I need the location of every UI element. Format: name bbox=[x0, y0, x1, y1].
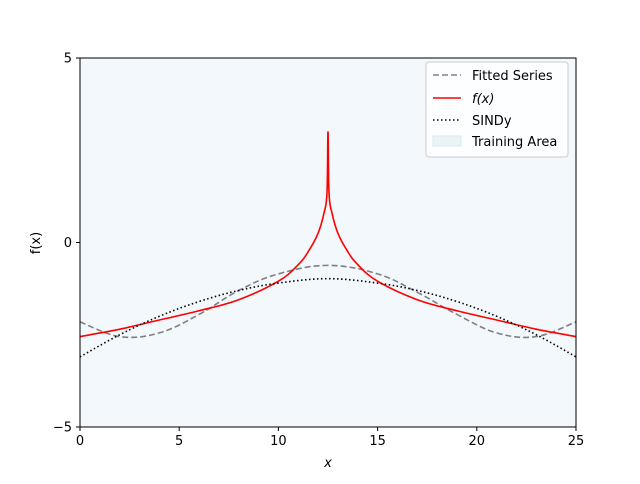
x-tick-label: 5 bbox=[175, 434, 183, 449]
y-axis-label: f(x) bbox=[29, 232, 44, 254]
y-tick-label: 0 bbox=[64, 236, 72, 251]
x-tick-label: 10 bbox=[270, 434, 287, 449]
x-tick-label: 15 bbox=[369, 434, 386, 449]
x-tick-label: 0 bbox=[76, 434, 84, 449]
legend: Fitted Series f(x) SINDy Training Area bbox=[425, 61, 569, 158]
series-line-2 bbox=[79, 277, 577, 358]
y-axis: −5 0 5 bbox=[53, 52, 80, 436]
legend-label-fitted-series: Fitted Series bbox=[472, 69, 553, 84]
x-axis-label: x bbox=[323, 456, 332, 471]
x-tick-label: 20 bbox=[469, 434, 486, 449]
y-tick-label: 5 bbox=[64, 52, 72, 67]
legend-box bbox=[425, 61, 569, 158]
legend-swatch-training-area bbox=[432, 135, 462, 147]
x-axis: 0 5 10 15 20 25 bbox=[76, 427, 584, 449]
legend-label-sindy: SINDy bbox=[472, 114, 512, 129]
legend-label-training-area: Training Area bbox=[471, 135, 557, 150]
series-layer bbox=[79, 130, 577, 358]
legend-label-fx: f(x) bbox=[472, 92, 494, 107]
y-tick-label: −5 bbox=[53, 421, 72, 436]
series-line-1 bbox=[79, 130, 577, 338]
x-tick-label: 25 bbox=[568, 434, 585, 449]
series-line-0 bbox=[79, 264, 577, 339]
